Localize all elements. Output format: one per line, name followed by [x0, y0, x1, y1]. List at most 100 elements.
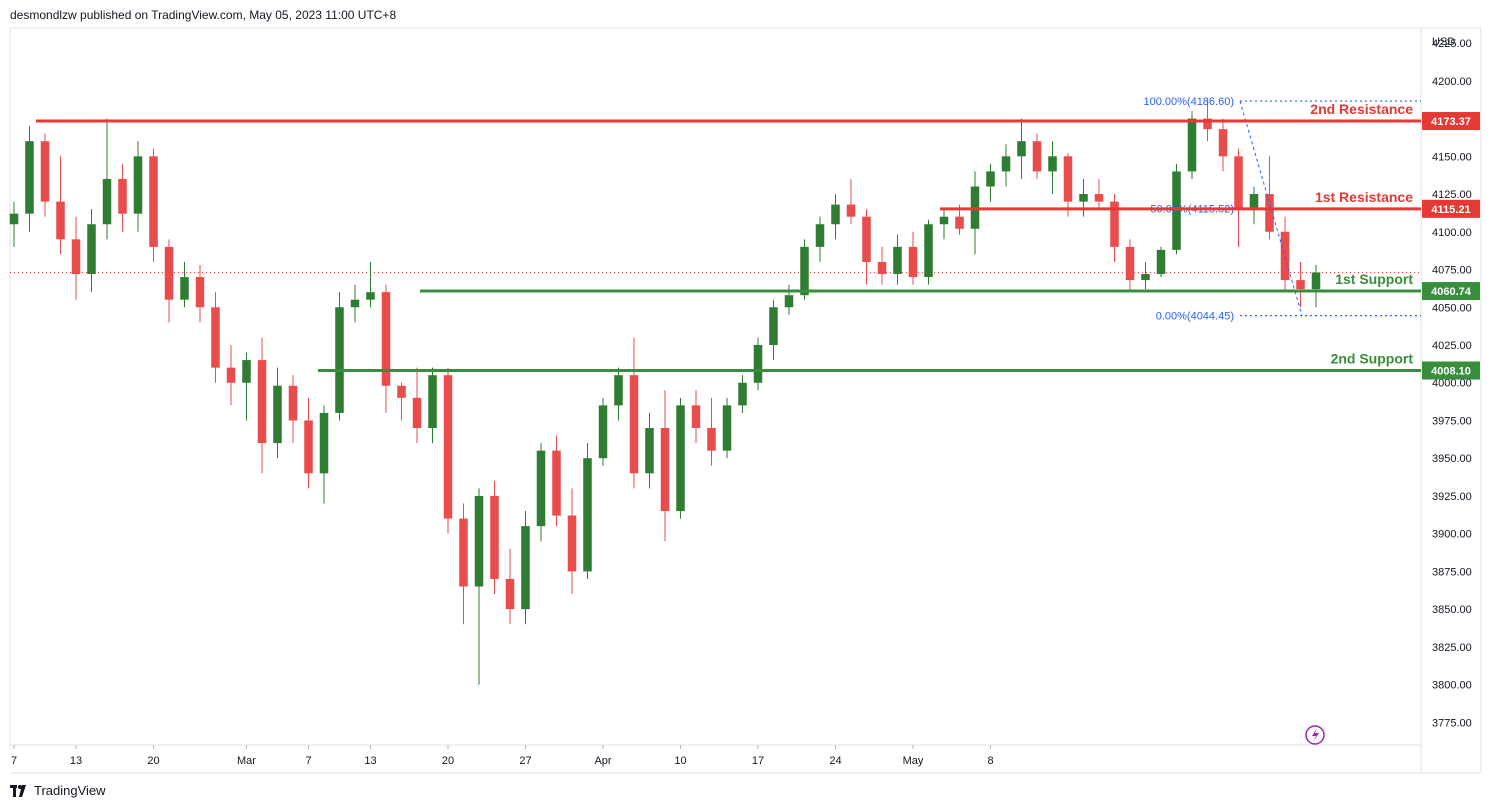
x-tick-label: 24	[829, 755, 841, 767]
candle	[614, 367, 623, 421]
x-tick-label: May	[903, 755, 924, 767]
y-tick-label: 3900.00	[1432, 529, 1472, 541]
candle	[939, 209, 949, 240]
candle-body	[676, 405, 685, 512]
candle	[831, 194, 840, 240]
candle-body	[1280, 231, 1290, 281]
candle-body	[1234, 156, 1243, 210]
candle	[1063, 153, 1073, 217]
candle	[1141, 261, 1150, 290]
candle-body	[955, 216, 964, 229]
level-1st-resistance[interactable]: 1st Resistance 4115.21	[940, 189, 1480, 218]
candle-body	[490, 495, 499, 579]
fib-level-label: 100.00%(4186.60)	[1143, 96, 1234, 108]
candle-body	[273, 385, 282, 444]
x-tick-label: 20	[147, 755, 159, 767]
candle	[1265, 156, 1274, 240]
candle-body	[924, 224, 933, 278]
candle	[1280, 216, 1290, 293]
candle-body	[25, 141, 34, 214]
candle-body	[242, 360, 251, 383]
tradingview-logo-icon	[10, 784, 26, 797]
candle	[428, 367, 437, 444]
candle-body	[149, 156, 158, 247]
candle-body	[1172, 171, 1181, 250]
y-tick-label: 3825.00	[1432, 642, 1472, 654]
y-tick-label: 3925.00	[1432, 491, 1472, 503]
candle-body	[769, 307, 778, 345]
candle	[1296, 261, 1305, 308]
candle	[397, 382, 406, 421]
candle-body	[908, 246, 918, 278]
x-tick-label: 8	[987, 755, 993, 767]
tradingview-brand: TradingView	[34, 783, 106, 798]
level-price-label: 4060.74	[1431, 286, 1472, 298]
candle	[381, 284, 391, 413]
x-axis: 7 13 20 Mar 7 13 20 27 Apr 10 17 24 May 8	[11, 745, 994, 767]
candle	[1218, 118, 1228, 172]
candle	[505, 548, 515, 625]
candle-body	[815, 224, 825, 247]
candle	[521, 511, 530, 625]
candle	[257, 337, 267, 474]
candle	[583, 443, 592, 579]
candle	[1311, 264, 1321, 308]
x-tick-label: Apr	[594, 755, 611, 767]
candle-body	[614, 375, 623, 406]
candle	[1234, 148, 1243, 247]
candle-body	[350, 299, 360, 308]
level-price-label: 4008.10	[1431, 365, 1471, 377]
candle	[1001, 144, 1011, 187]
fibonacci-retracement[interactable]: 100.00%(4186.60)50.00%(4115.52)0.00%(404…	[1143, 96, 1421, 323]
candle-body	[412, 397, 422, 429]
y-tick-label: 4200.00	[1432, 76, 1472, 88]
candle-body	[304, 420, 313, 474]
candle-body	[1125, 246, 1135, 281]
candle-body	[1203, 118, 1212, 130]
y-tick-label: 4000.00	[1432, 378, 1472, 390]
candle	[691, 390, 701, 444]
candle	[474, 488, 484, 685]
price-chart[interactable]: USD 3775.003800.003825.003850.003875.003…	[0, 0, 1492, 780]
candle-body	[707, 428, 716, 451]
lightning-icon[interactable]	[1305, 725, 1325, 745]
candle-body	[831, 204, 840, 225]
candle-body	[784, 295, 794, 308]
level-2nd-resistance[interactable]: 2nd Resistance 4173.37	[36, 101, 1480, 131]
candle-body	[1079, 194, 1088, 202]
level-1st-support[interactable]: 1st Support 4060.74	[420, 271, 1480, 301]
candle	[180, 261, 189, 308]
candle-body	[1094, 194, 1104, 202]
level-name: 2nd Support	[1331, 350, 1414, 366]
candle	[1032, 133, 1042, 179]
candle	[56, 156, 65, 255]
candle-body	[753, 344, 763, 383]
candle	[722, 397, 732, 459]
level-price-label: 4115.21	[1431, 204, 1470, 216]
candle-body	[738, 382, 747, 406]
candle	[986, 163, 995, 202]
candle	[319, 405, 329, 504]
candle-body	[366, 292, 375, 300]
candle-body	[629, 375, 639, 474]
y-tick-label: 4125.00	[1432, 189, 1472, 201]
candle	[288, 375, 298, 444]
candle-body	[1218, 129, 1228, 157]
level-2nd-support[interactable]: 2nd Support 4008.10	[318, 350, 1480, 380]
candle	[970, 171, 980, 255]
candle	[335, 292, 344, 421]
x-tick-label: 7	[11, 755, 17, 767]
y-tick-label: 3975.00	[1432, 415, 1472, 427]
level-name: 2nd Resistance	[1310, 101, 1413, 117]
candle	[1017, 118, 1026, 179]
candle	[459, 503, 468, 625]
support-resistance-levels[interactable]: 2nd Resistance 4173.37 1st Resistance 4115.…	[36, 101, 1480, 380]
candle	[366, 261, 375, 308]
fib-trend-line[interactable]	[1239, 100, 1303, 316]
y-axis: 3775.00 3800.00 3825.00 3850.00 3875.00 3900.…	[1432, 38, 1472, 729]
candle-body	[87, 224, 96, 275]
candle-body	[583, 458, 592, 572]
candle-body	[1017, 141, 1026, 157]
candle	[87, 209, 96, 293]
publisher-caption: desmondlzw published on TradingView.com,…	[10, 8, 397, 22]
